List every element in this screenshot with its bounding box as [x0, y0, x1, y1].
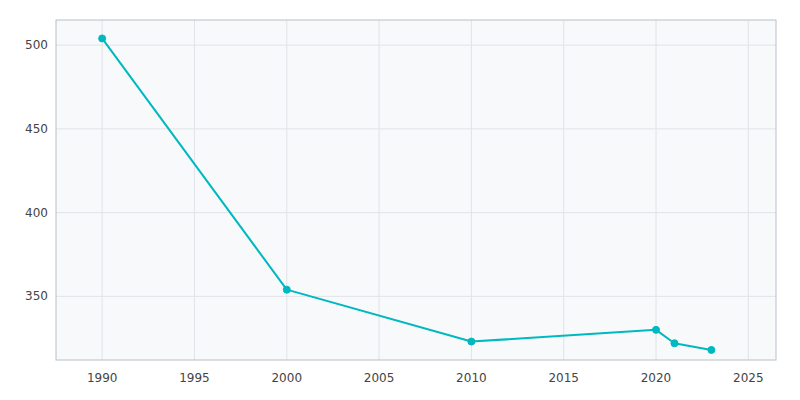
y-grid-line: [56, 128, 776, 129]
y-grid-line: [56, 296, 776, 297]
x-grid-line: [656, 20, 657, 360]
y-tick-label: 450: [25, 122, 48, 136]
y-tick-label: 350: [25, 289, 48, 303]
x-grid-line: [379, 20, 380, 360]
point: [708, 346, 715, 353]
x-grid-line: [194, 20, 195, 360]
x-tick-label: 2015: [548, 371, 579, 385]
y-grid-line: [56, 212, 776, 213]
point: [653, 326, 660, 333]
plot-frame: [56, 20, 776, 360]
x-tick-label: 2000: [271, 371, 302, 385]
chart: 1990 1995 2000 2005 2010 2015 2020 2025 350 400 45…: [0, 0, 800, 400]
grid: [56, 20, 776, 360]
y-grid-line: [56, 45, 776, 46]
chart-container: 1990 1995 2000 2005 2010 2015 2020 2025 350 400 45…: [0, 0, 800, 400]
point: [283, 286, 290, 293]
y-tick-label: 400: [25, 206, 48, 220]
point: [99, 35, 106, 42]
tick-labels: 1990 1995 2000 2005 2010 2015 2020 2025 350 400 45…: [25, 38, 763, 385]
x-grid-line: [563, 20, 564, 360]
x-tick-label: 1995: [179, 371, 210, 385]
x-grid-line: [471, 20, 472, 360]
x-grid-line: [748, 20, 749, 360]
x-tick-label: 2025: [733, 371, 764, 385]
point: [671, 340, 678, 347]
x-tick-label: 2010: [456, 371, 487, 385]
series: [99, 35, 715, 354]
x-tick-label: 2020: [641, 371, 672, 385]
y-tick-label: 500: [25, 38, 48, 52]
point: [468, 338, 475, 345]
x-tick-label: 1990: [87, 371, 118, 385]
line: [102, 38, 711, 350]
plot-area: [56, 20, 776, 360]
x-grid-line: [286, 20, 287, 360]
x-grid-line: [102, 20, 103, 360]
x-tick-label: 2005: [364, 371, 395, 385]
